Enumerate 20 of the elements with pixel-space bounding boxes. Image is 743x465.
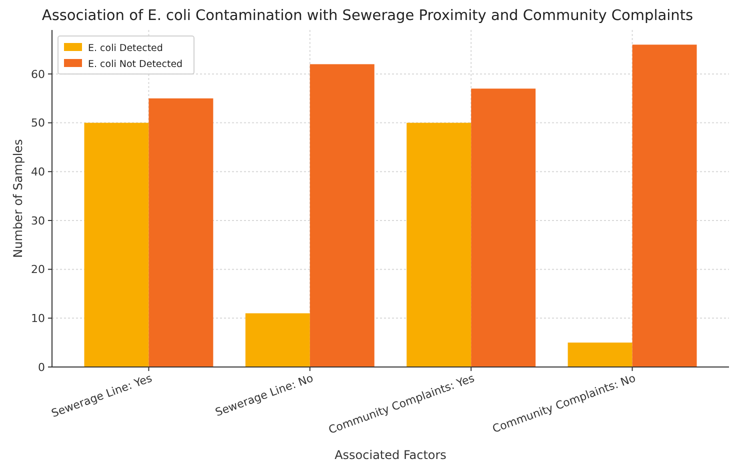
bar [84,122,149,367]
bar [471,88,536,367]
y-axis-title: Number of Samples [11,139,25,258]
bar [632,44,697,367]
y-tick-label: 60 [31,68,45,81]
y-tick-label: 0 [38,360,45,374]
bar [310,64,374,367]
bar [406,122,472,367]
legend-label: E. coli Detected [88,43,163,54]
y-tick-label: 20 [31,263,45,276]
y-tick-label: 30 [31,214,45,228]
y-tick-label: 40 [31,165,45,178]
x-axis-title: Associated Factors [334,448,446,462]
y-tick-label: 10 [31,312,45,326]
chart-title: Association of E. coli Contamination with Sewerage Proximity and Community Complaints [42,8,694,24]
bar [148,98,214,367]
bar [568,342,632,367]
y-tick-label: 50 [31,116,45,130]
bar [245,313,310,367]
legend-label: E. coli Not Detected [88,59,183,70]
